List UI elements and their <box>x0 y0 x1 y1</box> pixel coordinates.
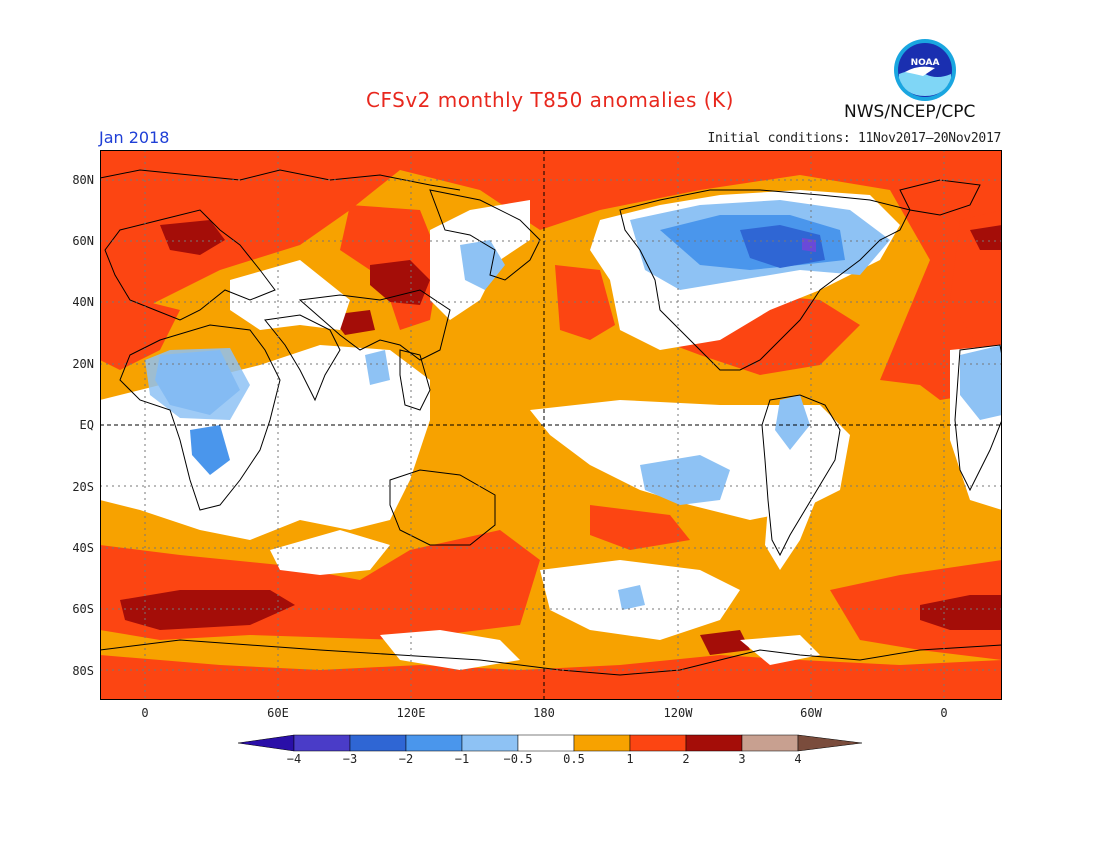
colorbar-label-neg2: −2 <box>398 752 414 766</box>
neutral-region-antarctica-east <box>740 635 820 665</box>
cold-region-southern-africa <box>190 425 230 475</box>
lon-label-60e: 60E <box>267 706 289 720</box>
initial-conditions-label: Initial conditions: 11Nov2017–20Nov2017 <box>707 131 1001 146</box>
colorbar-bin-9 <box>741 734 799 752</box>
hot-core-southern-ocean-west <box>120 590 295 630</box>
colorbar-bin-6 <box>573 734 631 752</box>
lon-label-0-west: 0 <box>141 706 149 720</box>
lat-label-20n: 20N <box>72 357 94 371</box>
coldest-region-hudson-bay <box>740 225 825 268</box>
colorbar-label-neg05: −0.5 <box>503 752 533 766</box>
hot-core-scandinavia <box>160 220 225 255</box>
lon-label-60w: 60W <box>800 706 822 720</box>
cold-region-south-pacific-small <box>618 585 645 610</box>
coastlines <box>100 169 1002 676</box>
colorbar-bin-7 <box>629 734 687 752</box>
warm-region-subtropical-pacific <box>555 265 615 340</box>
colorbar-lower-arrow <box>238 734 295 752</box>
warm-region-north-atlantic-europe <box>100 150 1002 400</box>
colorbar-label-1: 1 <box>626 752 634 766</box>
coldest-core-hudson-bay <box>802 238 816 252</box>
colorbar-label-2: 2 <box>682 752 690 766</box>
lat-label-80n: 80N <box>72 173 94 187</box>
lat-label-20s: 20S <box>72 480 94 494</box>
anomaly-map <box>100 150 1002 700</box>
cold-region-east-pacific <box>640 455 730 505</box>
lat-label-60n: 60N <box>72 234 94 248</box>
colorbar-bin-4 <box>461 734 519 752</box>
colorbar-bin-3 <box>405 734 463 752</box>
colorbar-label-05: 0.5 <box>563 752 585 766</box>
lat-label-60s: 60S <box>72 602 94 616</box>
colorbar-label-3: 3 <box>738 752 746 766</box>
warm-region-southern-ocean-east <box>830 560 1002 660</box>
warm-region-nw-africa <box>100 300 180 370</box>
hot-core-east-europe <box>970 225 1002 250</box>
neutral-region-south-indian <box>270 530 390 575</box>
neutral-region-antarctica <box>380 630 520 670</box>
colorbar-label-4: 4 <box>794 752 802 766</box>
warm-region-antarctic-rim <box>100 655 1002 700</box>
graticule <box>100 150 1002 700</box>
lat-label-40n: 40N <box>72 295 94 309</box>
lon-label-0-east: 0 <box>940 706 948 720</box>
logo-text: NOAA <box>911 58 940 68</box>
colorbar-bin-5 <box>517 734 575 752</box>
cold-region-india-bay <box>365 350 390 385</box>
lon-label-180: 180 <box>533 706 555 720</box>
map-title: CFSv2 monthly T850 anomalies (K) <box>366 88 734 112</box>
cold-region-sahel-outer <box>145 348 250 420</box>
colorbar-label-neg4: −4 <box>286 752 302 766</box>
colorbar-label-neg3: −3 <box>342 752 358 766</box>
neutral-region-north-asia <box>230 260 350 330</box>
colorbar <box>238 734 862 752</box>
forecast-month-label: Jan 2018 <box>99 128 170 147</box>
cold-region-amazon <box>775 395 810 450</box>
neutral-region-south-america <box>765 405 840 570</box>
hot-core-southern-ocean-east <box>920 595 1002 630</box>
lat-label-eq: EQ <box>79 418 94 432</box>
lon-label-120w: 120W <box>663 706 693 720</box>
colorbar-bin-2 <box>349 734 407 752</box>
lat-label-80s: 80S <box>72 664 94 678</box>
agency-label: NWS/NCEP/CPC <box>844 102 976 122</box>
colorbar-upper-arrow <box>797 734 862 752</box>
colorbar-bin-8 <box>685 734 743 752</box>
hot-core-antarctic-peninsula <box>700 630 750 655</box>
hot-core-mongolia <box>370 260 430 305</box>
colorbar-label-neg1: −1 <box>454 752 470 766</box>
noaa-logo: NOAA <box>894 39 956 101</box>
map-frame <box>100 150 1002 700</box>
lat-label-40s: 40S <box>72 541 94 555</box>
colorbar-bin-1 <box>293 734 351 752</box>
cold-region-kamchatka <box>460 240 505 290</box>
warm-region-south-pacific <box>590 505 690 550</box>
lon-label-120e: 120E <box>396 706 426 720</box>
